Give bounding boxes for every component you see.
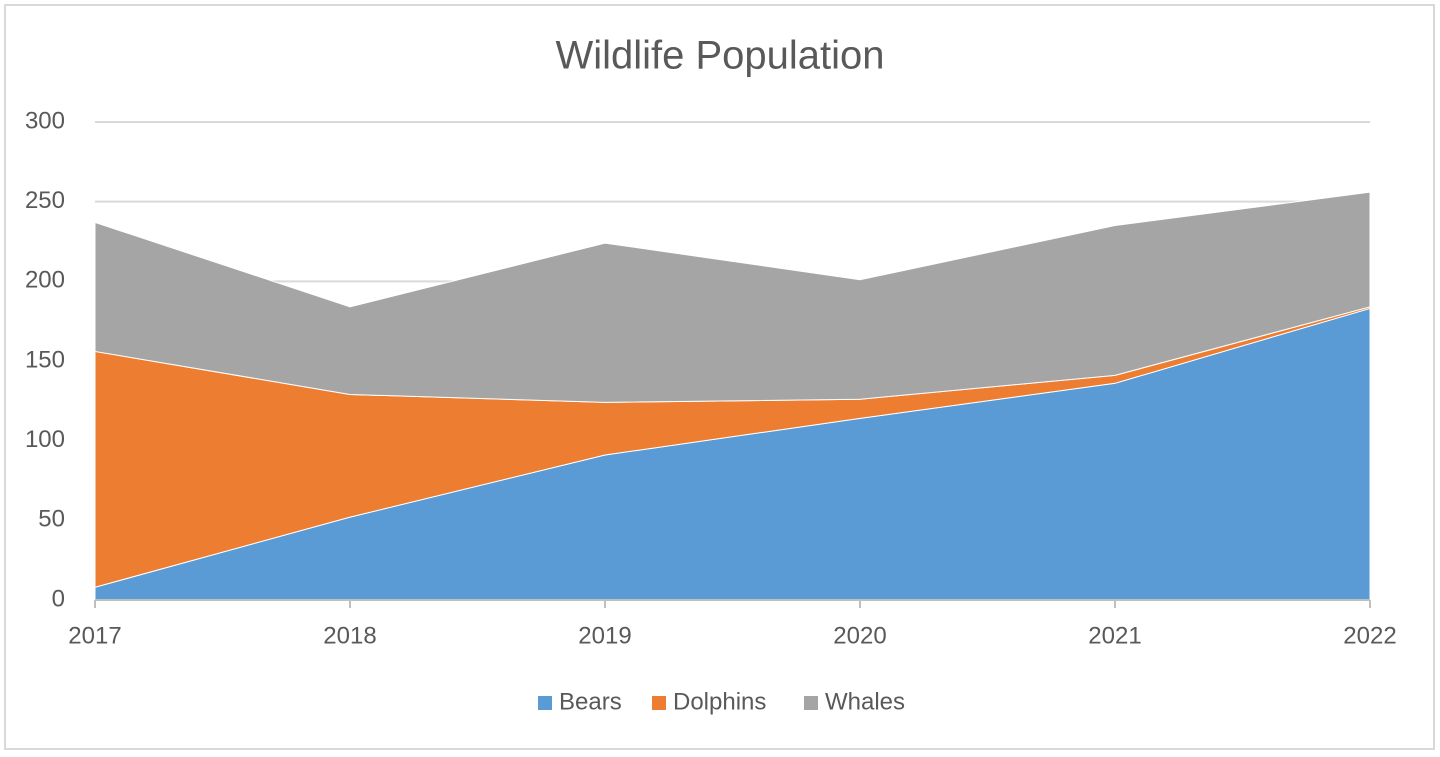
y-tick-label: 100 <box>25 426 65 453</box>
x-tick-label: 2019 <box>578 622 631 649</box>
y-tick-label: 200 <box>25 267 65 294</box>
y-tick-label: 250 <box>25 187 65 214</box>
legend-label: Whales <box>825 688 905 715</box>
legend-swatch <box>538 696 552 710</box>
x-tick-label: 2022 <box>1343 622 1396 649</box>
legend-label: Dolphins <box>673 688 766 715</box>
y-tick-label: 50 <box>38 506 65 533</box>
y-tick-label: 150 <box>25 346 65 373</box>
legend-label: Bears <box>559 688 622 715</box>
x-tick-label: 2017 <box>68 622 121 649</box>
x-tick-label: 2021 <box>1088 622 1141 649</box>
chart-title: Wildlife Population <box>555 34 884 78</box>
x-tick-label: 2020 <box>833 622 886 649</box>
area <box>94 191 1371 403</box>
x-tick-label: 2018 <box>323 622 376 649</box>
legend-swatch <box>804 696 818 710</box>
y-tick-label: 300 <box>25 107 65 134</box>
y-tick-label: 0 <box>52 585 65 612</box>
legend-swatch <box>652 696 666 710</box>
